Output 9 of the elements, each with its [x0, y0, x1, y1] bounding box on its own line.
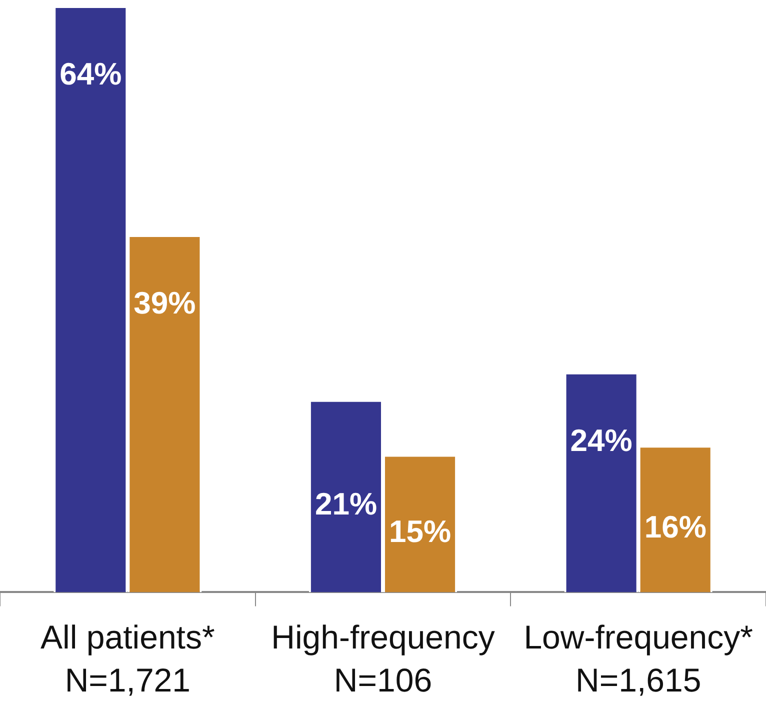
data-label: 21%: [314, 486, 377, 522]
x-tick-label: Low-frequency* N=1,615: [524, 618, 754, 699]
data-label: 16%: [644, 509, 706, 544]
x-tick-label: High-frequency N=106: [271, 618, 496, 699]
x-tick-label: All patients* N=1,721: [40, 618, 215, 699]
data-label: 64%: [60, 56, 122, 92]
data-label: 24%: [570, 422, 632, 458]
data-label: 15%: [389, 514, 452, 550]
data-label: 39%: [134, 286, 196, 321]
